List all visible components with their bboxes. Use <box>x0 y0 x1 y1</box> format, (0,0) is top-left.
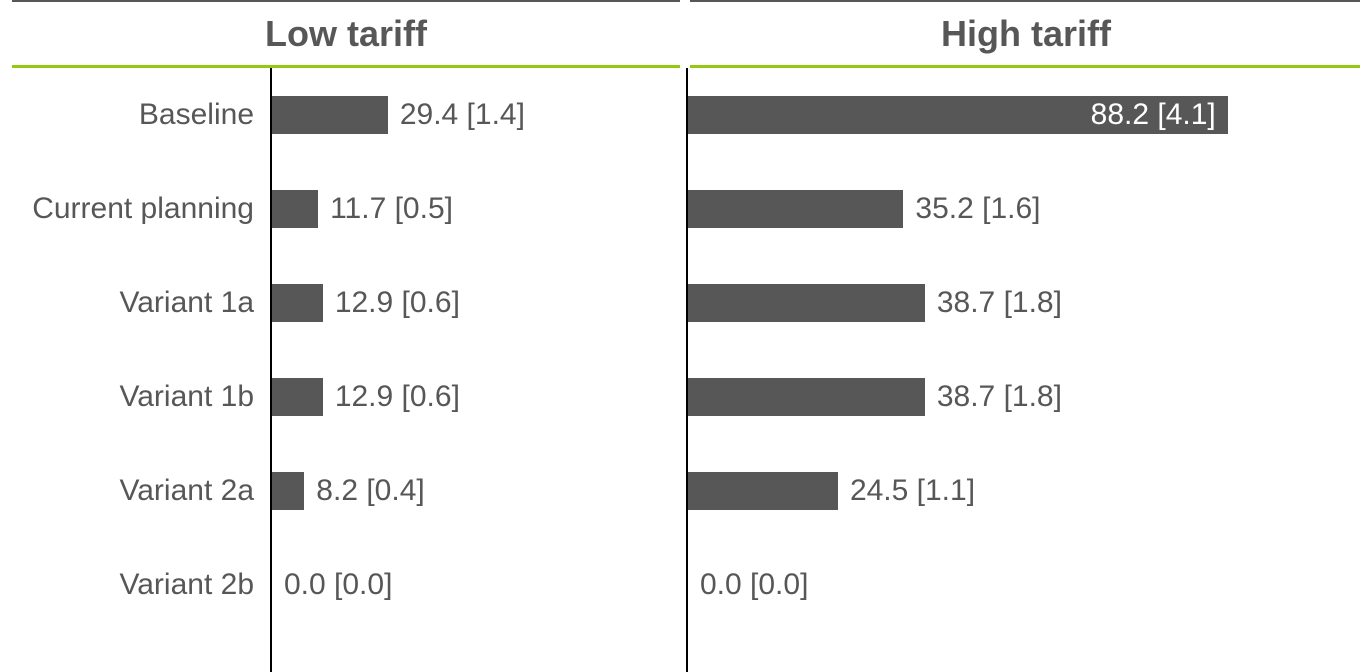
value-label-low: 0.0 [0.0] <box>284 566 392 604</box>
table-row: Variant 2b 0.0 [0.0] 0.0 [0.0] <box>0 538 1360 632</box>
table-row: Current planning 11.7 [0.5] 35.2 [1.6] <box>0 162 1360 256</box>
bar-low <box>272 378 323 416</box>
value-label-low: 11.7 [0.5] <box>330 190 453 228</box>
value-label-low: 29.4 [1.4] <box>400 96 525 134</box>
bar-high <box>688 284 925 322</box>
bar-high <box>688 378 925 416</box>
category-label: Baseline <box>0 68 268 162</box>
table-row: Variant 1a 12.9 [0.6] 38.7 [1.8] <box>0 256 1360 350</box>
header-high-tariff: High tariff <box>690 0 1360 68</box>
value-label-high: 38.7 [1.8] <box>937 378 1062 416</box>
table-row: Variant 1b 12.9 [0.6] 38.7 [1.8] <box>0 350 1360 444</box>
value-label-high: 0.0 [0.0] <box>700 566 808 604</box>
chart-body: Baseline 29.4 [1.4] 88.2 [4.1] Current plan… <box>0 68 1360 632</box>
bar-high <box>688 472 838 510</box>
table-row: Variant 2a 8.2 [0.4] 24.5 [1.1] <box>0 444 1360 538</box>
category-label: Variant 2a <box>0 444 268 538</box>
bar-low <box>272 96 388 134</box>
category-label: Variant 2b <box>0 538 268 632</box>
header-low-tariff: Low tariff <box>12 0 680 68</box>
value-label-low: 8.2 [0.4] <box>316 472 424 510</box>
category-label: Current planning <box>0 162 268 256</box>
category-label: Variant 1a <box>0 256 268 350</box>
table-row: Baseline 29.4 [1.4] 88.2 [4.1] <box>0 68 1360 162</box>
bar-low <box>272 284 323 322</box>
header-row: Low tariff High tariff <box>0 0 1360 68</box>
value-label-high: 35.2 [1.6] <box>915 190 1040 228</box>
bar-high <box>688 190 903 228</box>
bar-low <box>272 190 318 228</box>
value-label-low: 12.9 [0.6] <box>335 378 460 416</box>
value-label-high: 88.2 [4.1] <box>688 96 1216 134</box>
tariff-bar-chart: Low tariff High tariff Baseline 29.4 [1.4… <box>0 0 1360 672</box>
bar-low <box>272 472 304 510</box>
value-label-high: 38.7 [1.8] <box>937 284 1062 322</box>
value-label-high: 24.5 [1.1] <box>850 472 975 510</box>
value-label-low: 12.9 [0.6] <box>335 284 460 322</box>
category-label: Variant 1b <box>0 350 268 444</box>
